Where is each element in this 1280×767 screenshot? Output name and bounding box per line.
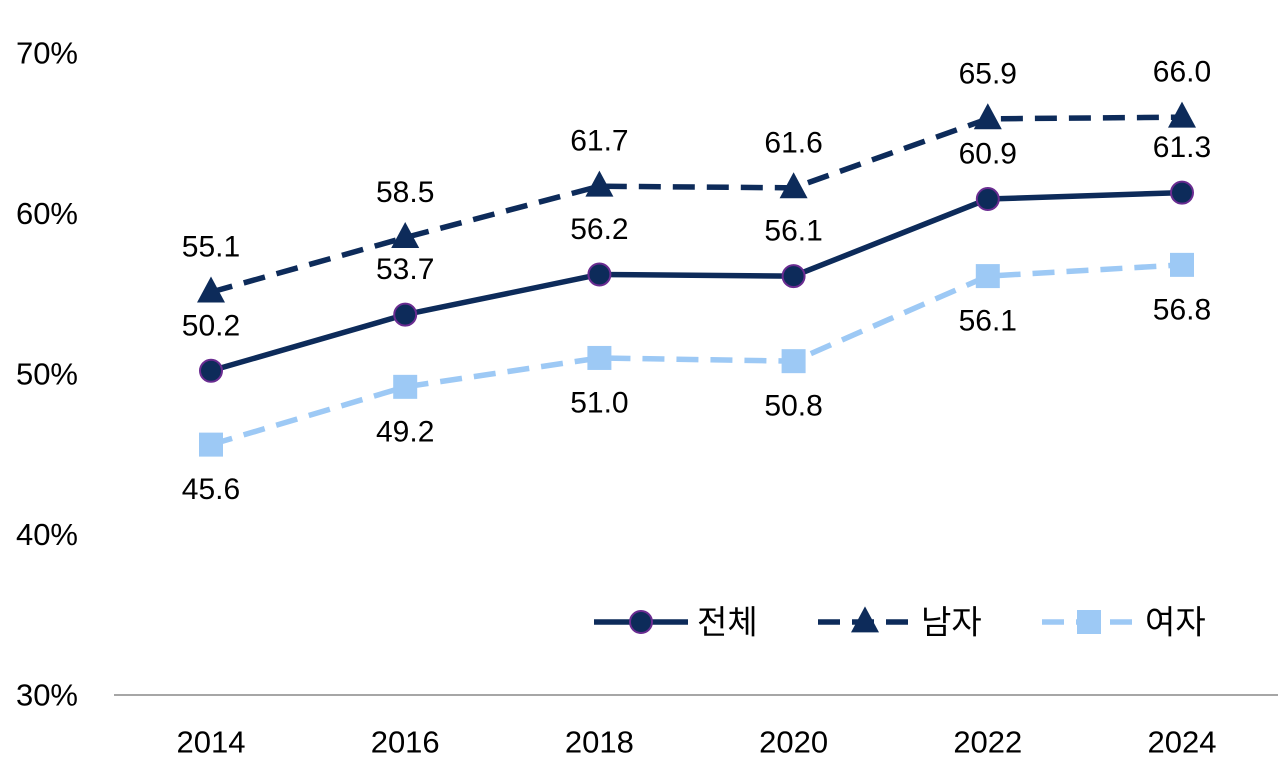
data-label: 61.7 [570,125,628,158]
data-point-square [587,345,612,370]
series-triangle [210,114,1183,295]
data-point-circle [781,264,806,289]
data-point-square [1170,252,1194,277]
legend-label: 전체 [697,603,758,642]
data-point-circle [975,187,1000,212]
data-point-square [393,374,418,399]
data-point-square [975,264,1000,289]
data-point-triangle [779,172,808,199]
data-point-triangle [197,276,225,303]
x-tick-label: 2022 [953,725,1022,760]
series-layer [197,101,1196,457]
data-point-triangle [1168,101,1196,128]
y-tick-label: 30% [16,678,78,713]
legend-item: 남자 [818,603,982,642]
x-axis: 2014 2016 2018 2020 2022 2024 [114,694,1278,760]
series-line [210,114,1183,295]
legend-label: 여자 [1145,603,1206,642]
data-label: 56.8 [1153,293,1211,326]
y-tick-label: 60% [16,196,78,231]
series-circle [210,189,1183,374]
x-tick-label: 2020 [759,725,828,760]
data-point-circle [587,262,612,287]
legend-marker-square [1077,610,1101,634]
legend: 전체 남자 여자 [594,603,1206,642]
data-label: 61.3 [1153,131,1211,164]
series-markers [199,180,1194,383]
series-square [210,262,1183,448]
data-label: 45.6 [182,473,240,506]
data-label: 58.5 [376,176,434,209]
y-tick-label: 40% [16,517,78,552]
data-label: 55.1 [182,231,240,264]
data-label: 56.1 [764,215,822,248]
data-label: 49.2 [376,415,434,448]
data-point-square [199,432,223,457]
legend-marker-circle [629,610,653,634]
series-markers [199,252,1194,457]
data-label: 56.2 [570,213,628,246]
data-label: 61.6 [764,126,822,159]
data-label: 60.9 [959,138,1017,171]
data-point-circle [199,358,223,383]
legend-marker-triangle [851,606,879,633]
data-label: 65.9 [959,57,1017,90]
legend-item: 전체 [594,603,758,642]
data-point-circle [393,302,418,327]
data-label: 50.2 [182,309,240,342]
series-line [210,262,1183,448]
data-label: 66.0 [1153,56,1211,89]
data-labels: 50.2 53.7 56.2 56.1 60.9 61.3 55.1 58.5 61.7 61.6… [182,56,1211,506]
y-tick-label: 70% [16,36,78,71]
data-label: 51.0 [570,386,628,419]
data-label: 56.1 [959,305,1017,338]
x-tick-label: 2014 [177,725,246,760]
data-point-triangle [973,103,1002,130]
data-point-square [781,349,806,374]
x-tick-label: 2018 [565,725,634,760]
series-line [210,189,1183,374]
data-point-circle [1170,180,1194,205]
data-point-triangle [391,221,420,248]
y-axis: 30% 40% 50% 60% 70% [16,36,78,713]
y-tick-label: 50% [16,357,78,392]
series-markers [197,101,1196,303]
x-tick-label: 2024 [1148,725,1217,760]
legend-item: 여자 [1042,603,1206,642]
data-point-triangle [585,170,614,197]
data-label: 53.7 [376,253,434,286]
x-tick-label: 2016 [371,725,440,760]
legend-label: 남자 [921,603,982,642]
data-label: 50.8 [764,390,822,423]
